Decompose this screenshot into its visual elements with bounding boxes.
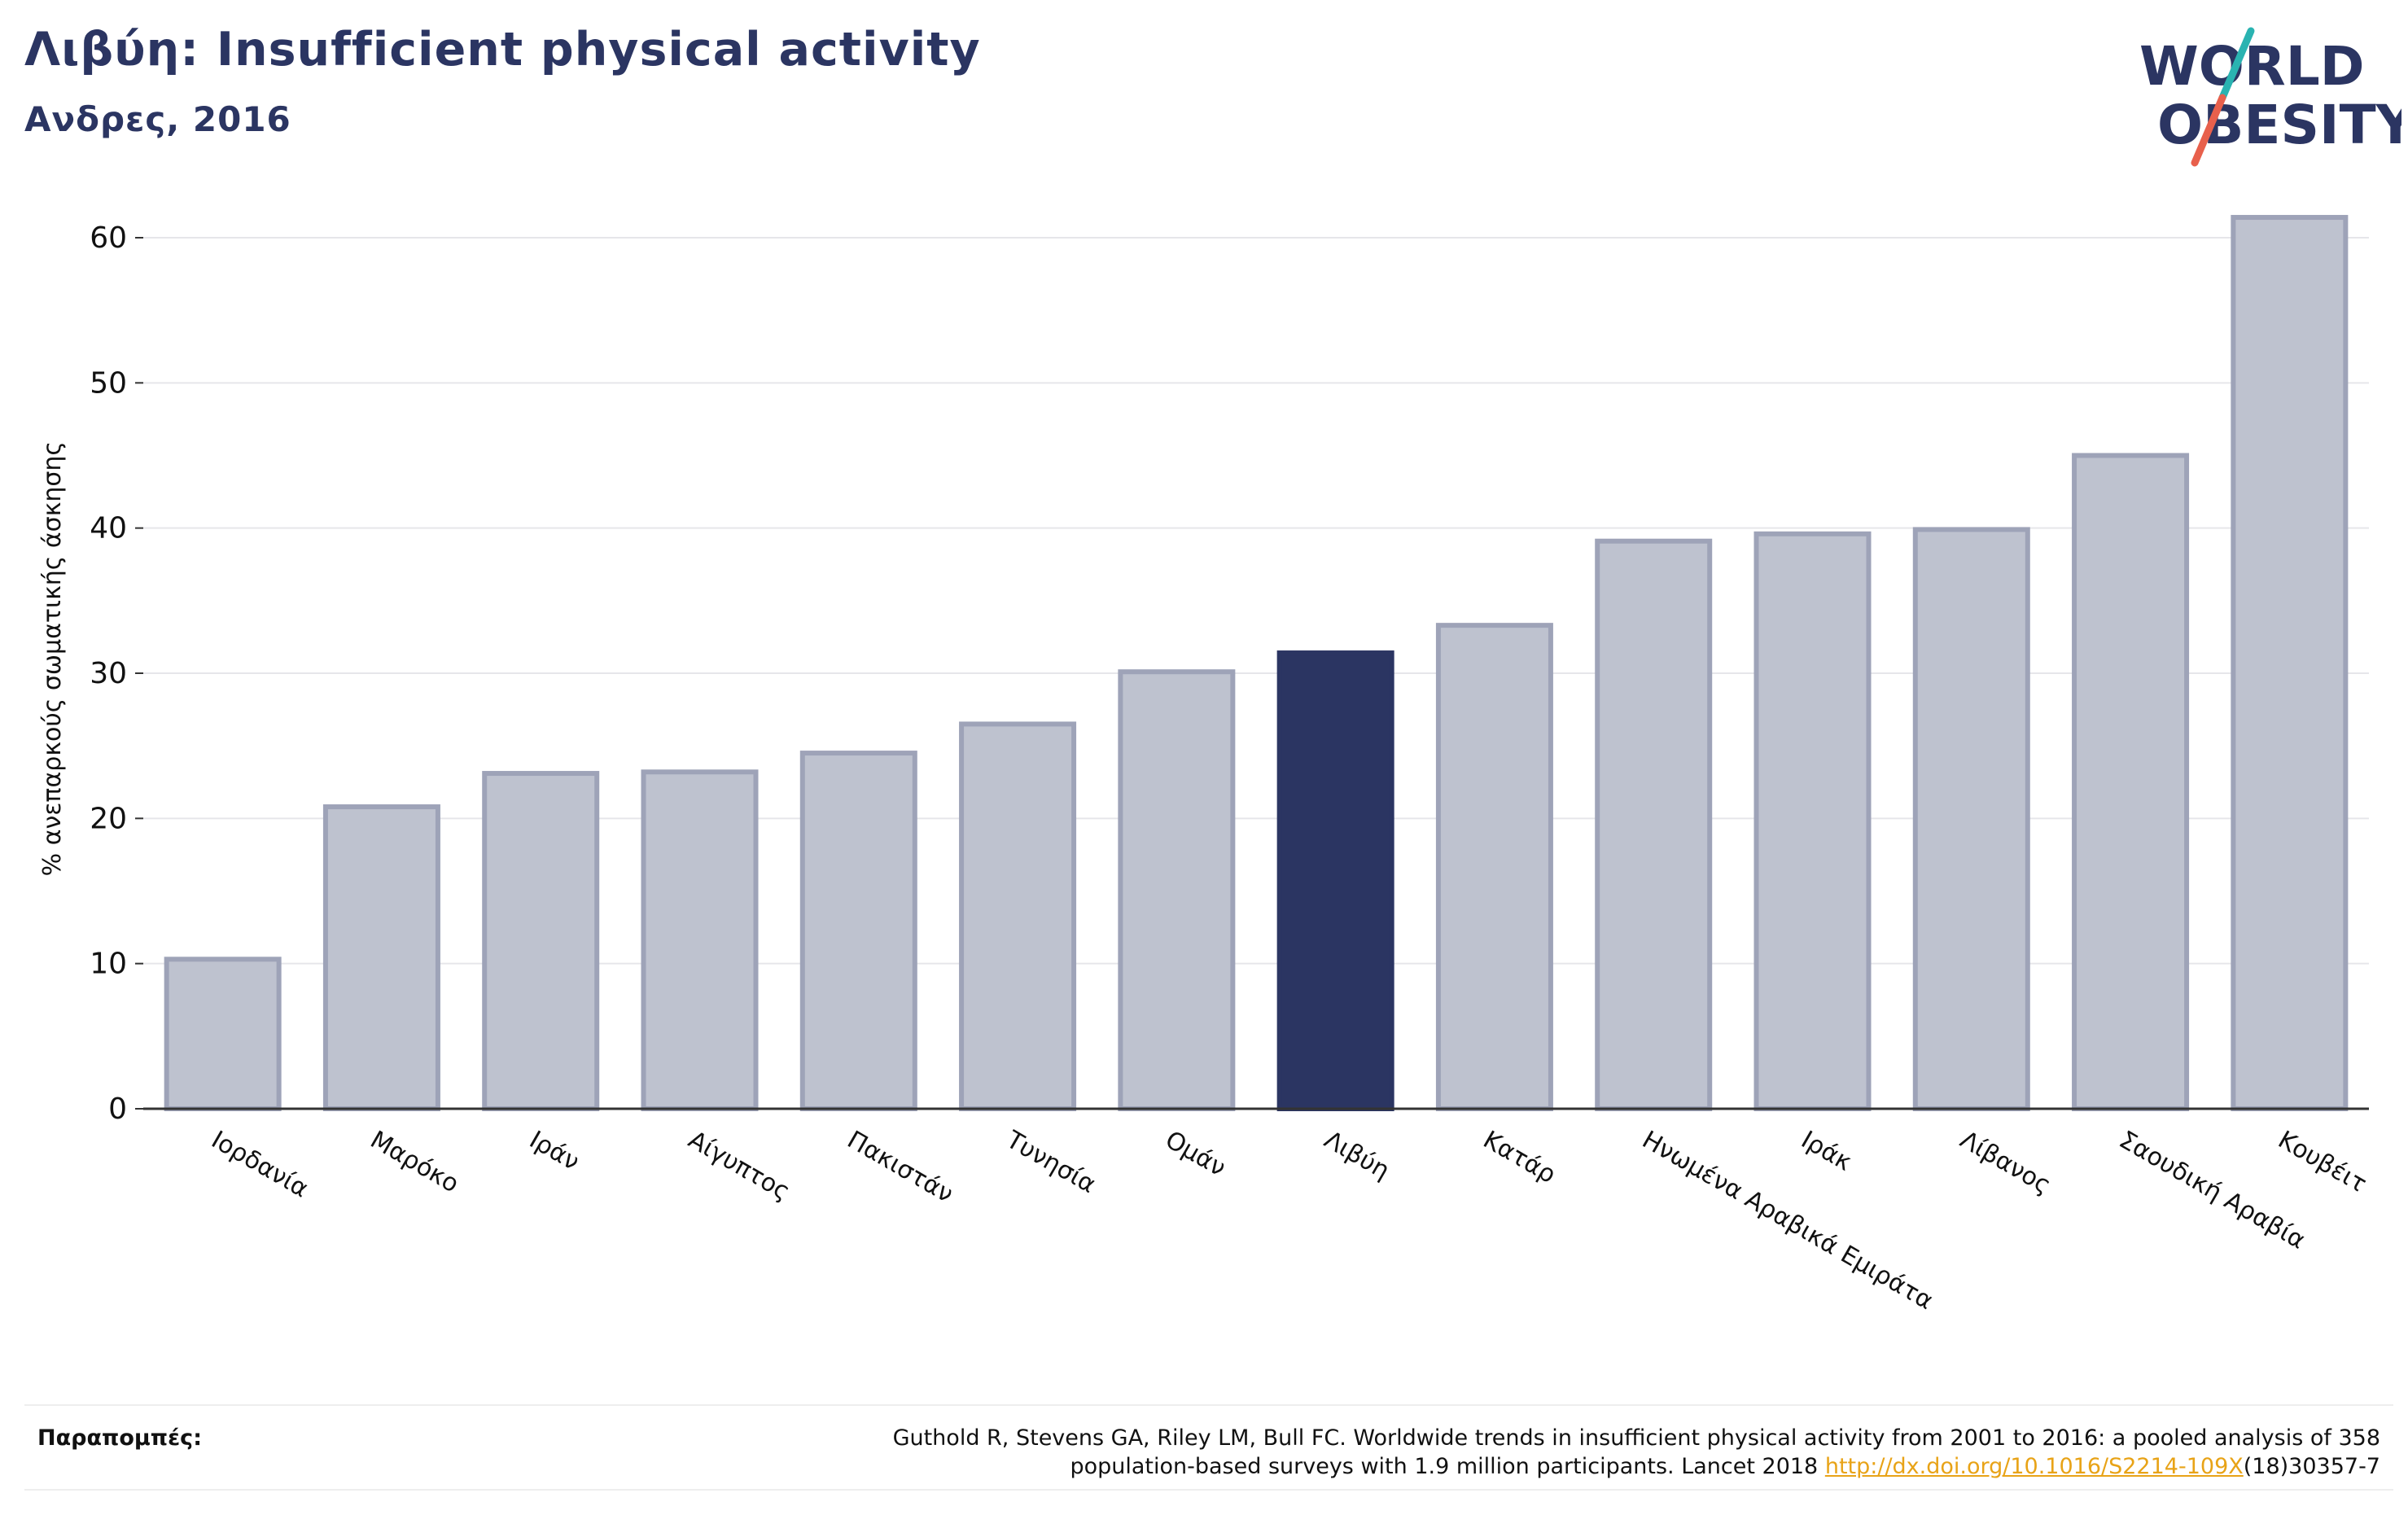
bar-2 bbox=[322, 804, 440, 1111]
references-footer: Παραπομπές: Guthold R, Stevens GA, Riley… bbox=[24, 1404, 2393, 1491]
citation-line1: Guthold R, Stevens GA, Riley LM, Bull FC… bbox=[892, 1425, 2380, 1451]
y-tick-label: 60 bbox=[90, 221, 127, 255]
bar-9 bbox=[1435, 623, 1553, 1111]
bar-3 bbox=[482, 771, 600, 1111]
references-text: Guthold R, Stevens GA, Riley LM, Bull FC… bbox=[589, 1424, 2380, 1481]
chart-title: Λιβύη: Insufficient physical activity bbox=[24, 23, 981, 77]
y-tick-label: 10 bbox=[90, 948, 127, 981]
y-tick-label: 40 bbox=[90, 512, 127, 545]
references-label: Παραπομπές: bbox=[37, 1425, 202, 1451]
bar-chart: 0 10 20 30 40 50 60 % ανεπαρκούς σωματικής άσκη… bbox=[38, 215, 2371, 1316]
x-tick-label: Μαρόκο bbox=[366, 1126, 464, 1199]
x-tick-label: Λιβύη bbox=[1320, 1126, 1394, 1185]
x-tick-label: Ιράν bbox=[524, 1126, 584, 1177]
logo-text-world: WORLD bbox=[2139, 35, 2365, 98]
bar-6 bbox=[959, 721, 1077, 1112]
citation-doi-link[interactable]: http://dx.doi.org/10.1016/S2214-109X bbox=[1824, 1454, 2244, 1479]
bar-1 bbox=[164, 957, 282, 1111]
x-tick-label: Ιορδανία bbox=[207, 1126, 313, 1204]
world-obesity-logo: WORLD OBESITY bbox=[2139, 27, 2401, 167]
bar-13 bbox=[2072, 453, 2190, 1111]
axes bbox=[135, 237, 2369, 1110]
x-tick-label: Αίγυπτος bbox=[684, 1126, 795, 1206]
logo-slash-top bbox=[2218, 27, 2255, 102]
gridlines bbox=[143, 237, 2369, 965]
y-tick-label: 50 bbox=[90, 366, 127, 400]
x-tick-label: Κατάρ bbox=[1478, 1126, 1561, 1189]
chart-subtitle: Ανδρες, 2016 bbox=[24, 99, 291, 139]
bar-7 bbox=[1118, 669, 1236, 1111]
x-tick-label: Ομάν bbox=[1160, 1126, 1230, 1183]
y-tick-label: 30 bbox=[90, 657, 127, 690]
citation-line2-suffix: (18)30357-7 bbox=[2243, 1454, 2380, 1479]
bar-12 bbox=[1912, 527, 2030, 1111]
y-tick-label: 0 bbox=[108, 1092, 127, 1126]
bars bbox=[164, 215, 2349, 1112]
bar-11 bbox=[1753, 531, 1872, 1111]
x-tick-label: Ηνωμένα Αραβικά Εμιράτα bbox=[1637, 1126, 1937, 1316]
bar-10 bbox=[1595, 538, 1713, 1111]
x-tick-label: Λίβανος bbox=[1955, 1126, 2056, 1200]
bar-5 bbox=[799, 751, 917, 1111]
x-tick-label: Τυνησία bbox=[1000, 1125, 1101, 1199]
x-tick-label: Ιράκ bbox=[1797, 1126, 1857, 1177]
y-tick-label: 20 bbox=[90, 802, 127, 835]
bar-4 bbox=[641, 769, 759, 1111]
x-tick-label: Κουβέιτ bbox=[2273, 1126, 2371, 1199]
bar-8 bbox=[1276, 650, 1394, 1111]
logo-slash-bottom bbox=[2191, 94, 2226, 167]
x-tick-label: Πακιστάν bbox=[843, 1126, 958, 1209]
y-axis-label: % ανεπαρκούς σωματικής άσκησης bbox=[38, 441, 67, 876]
bar-14 bbox=[2231, 215, 2349, 1111]
citation-line2-prefix: population-based surveys with 1.9 millio… bbox=[1070, 1454, 1825, 1479]
